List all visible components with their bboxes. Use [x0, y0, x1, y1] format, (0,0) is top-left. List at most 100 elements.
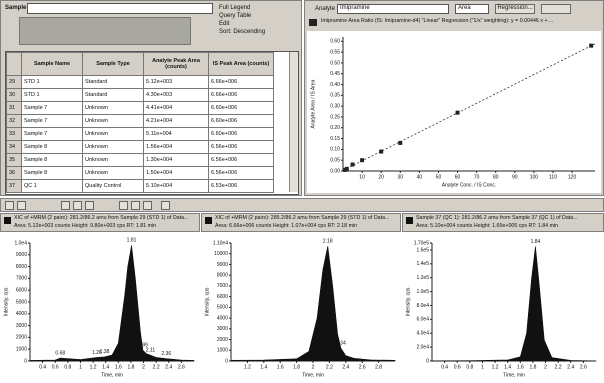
- chromatogram-chart: 0 1000 2000 3000 4000 5000 6000 7000 8000 9000 100…: [204, 239, 396, 378]
- table-cell: Standard: [82, 88, 144, 102]
- x-tick-label: 2.4: [342, 364, 349, 370]
- tool-button[interactable]: [73, 201, 82, 210]
- y-tick-label: 1.0e5: [416, 289, 429, 295]
- y-tick-label: 0.55: [330, 49, 340, 55]
- x-tick-label: 1.4: [504, 364, 511, 370]
- y-tick-label: 0: [426, 358, 429, 364]
- table-row: 37 QC 1 Quality Control 5.10e+004 6.53e+006: [6, 179, 274, 193]
- toolbar-button[interactable]: [541, 4, 571, 14]
- x-tick-label: 100: [530, 174, 539, 180]
- x-tick-label: 1.2: [492, 364, 499, 370]
- table-row: 35 Sample 8 Unknown 1.30e+004 6.56e+006: [6, 153, 274, 167]
- peak-label: 2.36: [161, 351, 171, 357]
- option: Query Table: [219, 13, 252, 19]
- table-cell: 4.30e+003: [143, 88, 209, 102]
- table-cell: Unknown: [82, 127, 144, 141]
- y-tick-label: 0.20: [330, 125, 340, 131]
- legend-icon: [309, 19, 317, 26]
- table-cell: 6.66e+006: [208, 88, 274, 102]
- x-tick-label: 0.6: [454, 364, 461, 370]
- peak-label: 1.99: [138, 343, 148, 349]
- table-cell: Quality Control: [82, 179, 144, 193]
- regression-line: [342, 43, 596, 171]
- x-tick-label: 1.4: [102, 364, 109, 370]
- x-tick-label: 2: [312, 364, 315, 370]
- y-axis-label: Intensity, cps: [204, 287, 210, 316]
- table-row: 30 STD 1 Standard 4.30e+003 6.66e+006: [6, 88, 274, 102]
- y-tick-label: 8000: [16, 264, 27, 270]
- column-header: Sample Type: [82, 52, 144, 76]
- x-tick-label: 120: [568, 174, 577, 180]
- x-tick-label: 2: [142, 364, 145, 370]
- y-tick-label: 1000: [16, 347, 27, 353]
- tool-button[interactable]: [61, 201, 70, 210]
- y-tick-label: 1.4e5: [416, 261, 429, 267]
- tool-button[interactable]: [161, 201, 170, 210]
- row-number: 31: [6, 101, 22, 115]
- y-tick-label: 0.10: [330, 147, 340, 153]
- y-tick-label: 7000: [217, 283, 228, 289]
- header-row: Sample Name Sample Type Analyte Peak Area …: [6, 52, 274, 76]
- regression-button[interactable]: Regression...: [495, 4, 535, 14]
- x-tick-label: 2.2: [555, 364, 562, 370]
- table-row: 32 Sample 7 Unknown 4.21e+004 6.60e+006: [6, 114, 274, 128]
- calibration-panel: Analyte Imipramine Area Regression... Im…: [304, 0, 604, 196]
- tool-button[interactable]: [17, 201, 26, 210]
- x-tick-label: 2.8: [375, 364, 382, 370]
- sample-field[interactable]: [27, 3, 213, 14]
- x-tick-label: 1.2: [90, 364, 97, 370]
- chromatogram-trace: [431, 246, 597, 362]
- y-tick-label: 1.6e5: [416, 247, 429, 253]
- x-tick-label: 0.8: [64, 364, 71, 370]
- y-tick-label: 1.10e4: [213, 240, 229, 246]
- option: Edit: [219, 21, 230, 27]
- tool-button[interactable]: [131, 201, 140, 210]
- x-tick-label: 1.2: [244, 364, 251, 370]
- x-tick-label: 60: [455, 174, 461, 180]
- table-cell: 6.53e+006: [208, 179, 274, 193]
- y-tick-label: 7000: [16, 276, 27, 282]
- analyte-select[interactable]: Imipramine: [337, 4, 449, 14]
- y-tick-label: 0.15: [330, 136, 340, 142]
- calibration-chart: 0.00 0.05 0.10 0.15 0.20 0.25 0.30 0.35 0.40 0.45…: [307, 31, 601, 193]
- chromatogram-chart: 0 1000 2000 3000 4000 5000 6000 7000 8000 9000 1.0…: [3, 238, 195, 378]
- options: Full Legend Query Table Edit Sort: Descendi…: [219, 4, 265, 36]
- peak-label: 1.81: [127, 238, 137, 244]
- peak-label: 1.84: [531, 239, 541, 245]
- table-cell: Sample 7: [21, 127, 83, 141]
- table-row: 34 Sample 8 Unknown 1.56e+004 6.56e+006: [6, 140, 274, 154]
- data-point: [398, 140, 403, 145]
- scrollbar[interactable]: [289, 52, 298, 192]
- x-tick-label: 2.2: [326, 364, 333, 370]
- sample-preview: [19, 17, 191, 45]
- data-point: [379, 149, 384, 154]
- tool-button[interactable]: [119, 201, 128, 210]
- tool-button[interactable]: [5, 201, 14, 210]
- chromatogram-trace: [230, 246, 396, 362]
- table-cell: Sample 8: [21, 140, 83, 154]
- option: Full Legend: [219, 5, 251, 11]
- x-tick-label: 0.4: [39, 364, 46, 370]
- analyte-label: Analyte: [315, 6, 336, 12]
- table-cell: 6.66e+006: [208, 75, 274, 89]
- x-axis-label: Time, min: [302, 372, 324, 378]
- area-select[interactable]: Area: [455, 4, 489, 14]
- data-point: [455, 110, 460, 115]
- tool-button[interactable]: [85, 201, 94, 210]
- peak-label: 2.18: [323, 239, 333, 245]
- table-cell: Standard: [82, 75, 144, 89]
- y-tick-label: 4000: [16, 311, 27, 317]
- x-tick-label: 20: [378, 174, 384, 180]
- x-tick-label: 10: [359, 174, 365, 180]
- table-row: 33 Sample 7 Unknown 5.11e+004 6.60e+006: [6, 127, 274, 141]
- peak-label: 2.11: [146, 347, 156, 353]
- tool-button[interactable]: [143, 201, 152, 210]
- x-tick-label: 1.6: [277, 364, 284, 370]
- y-tick-label: 0.00: [330, 168, 340, 174]
- table-cell: Sample 8: [21, 166, 83, 180]
- sample-label: Sample: [5, 5, 27, 11]
- table-cell: 5.11e+004: [143, 127, 209, 141]
- peak-label: 0.68: [55, 350, 65, 356]
- table-row: 31 Sample 7 Unknown 4.41e+004 6.60e+006: [6, 101, 274, 115]
